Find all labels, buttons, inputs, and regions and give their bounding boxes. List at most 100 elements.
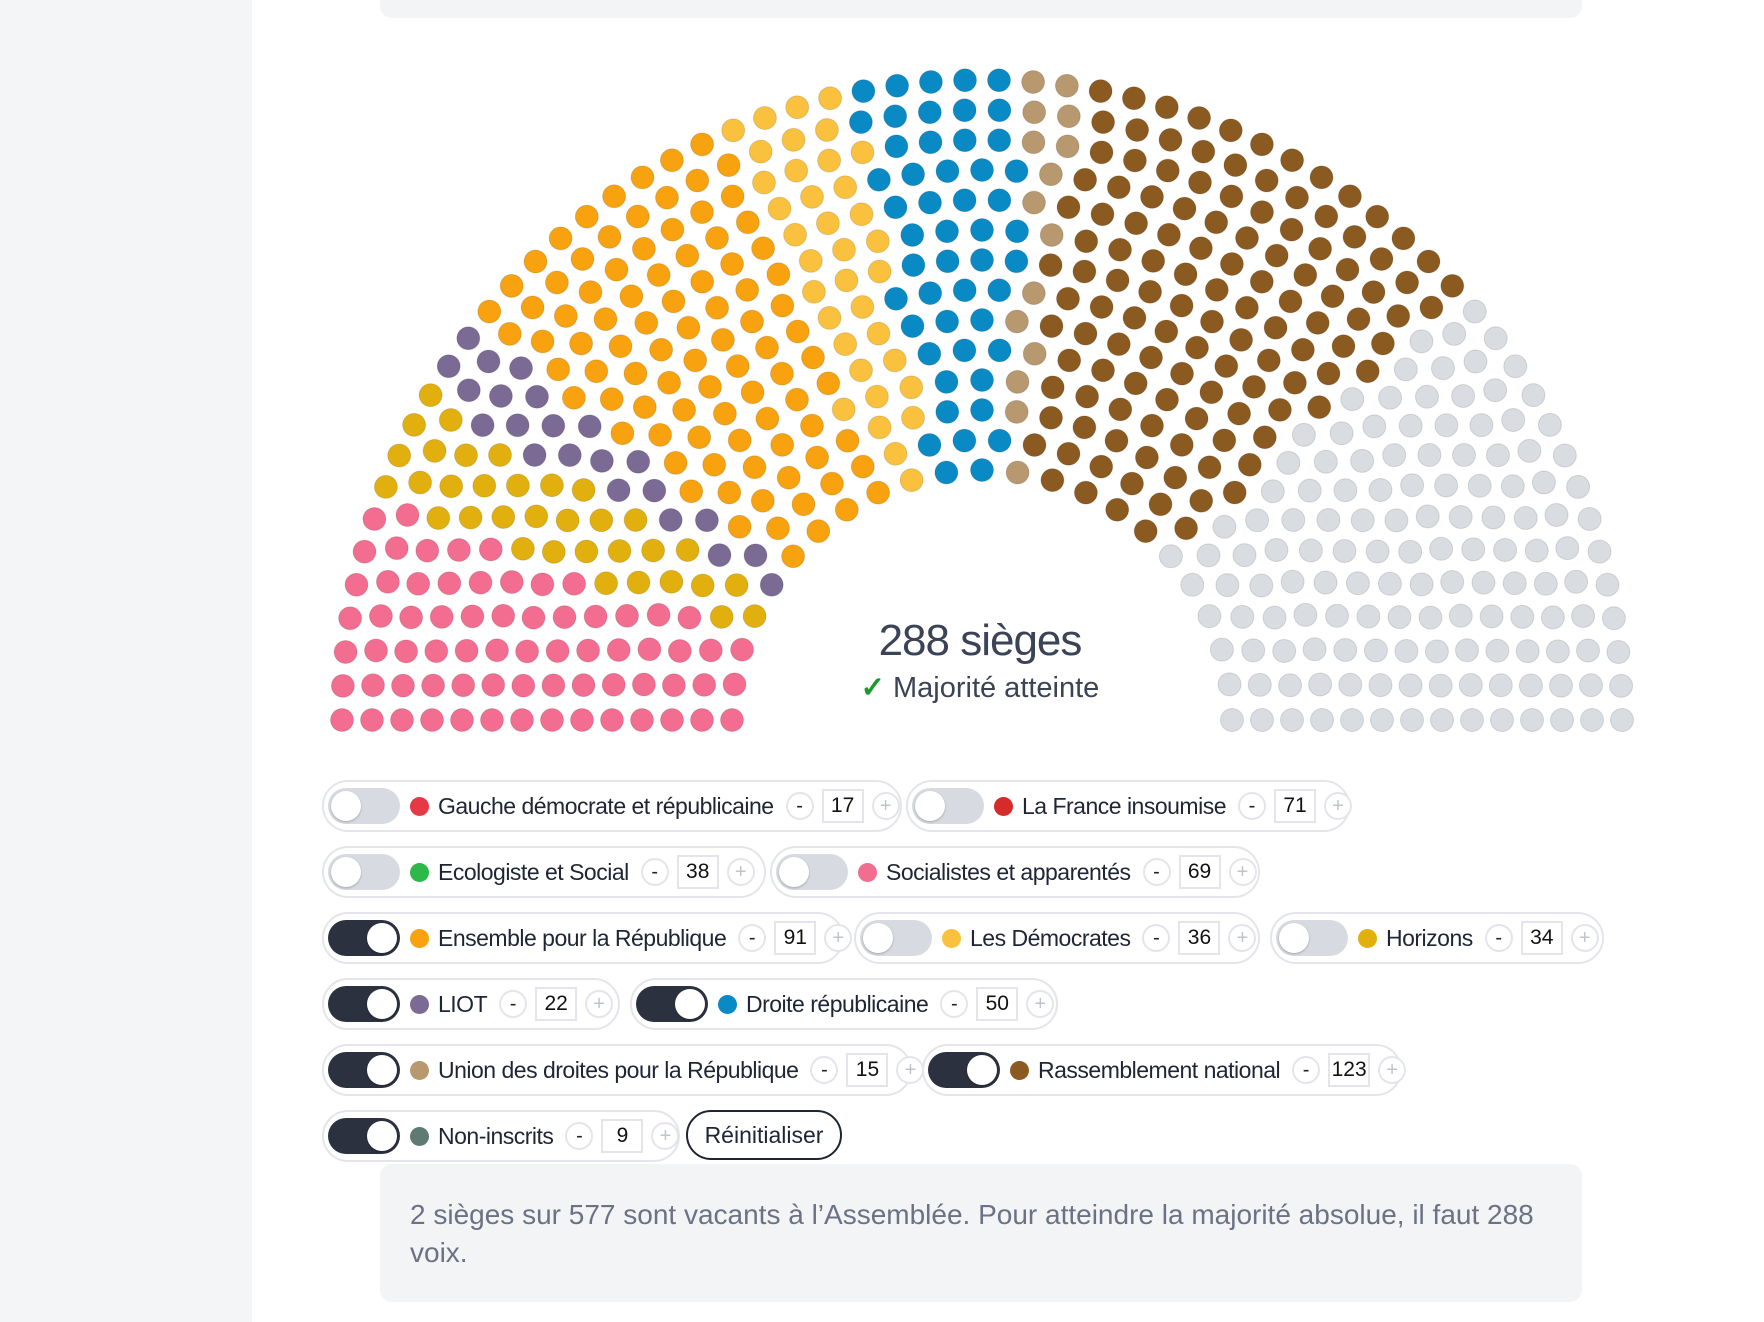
seat-filled xyxy=(583,604,608,629)
color-dot xyxy=(942,928,961,948)
seat-filled xyxy=(1223,153,1248,178)
decrement-button[interactable]: - xyxy=(1142,858,1171,886)
toggle-horizons[interactable] xyxy=(1276,920,1348,956)
seat-value[interactable]: 17 xyxy=(821,789,864,823)
seat-filled xyxy=(1293,263,1318,287)
seat-empty xyxy=(1232,543,1257,568)
seat-filled xyxy=(752,106,777,130)
seat-value[interactable]: 22 xyxy=(535,987,578,1021)
decrement-button[interactable]: - xyxy=(940,990,969,1018)
seat-filled xyxy=(849,202,874,227)
seat-filled xyxy=(882,348,907,373)
seat-empty xyxy=(1368,673,1393,698)
seat-empty xyxy=(1510,604,1535,629)
toggle-liot[interactable] xyxy=(328,986,400,1022)
toggle-ecologiste[interactable] xyxy=(328,854,400,890)
toggle-non-inscrits[interactable] xyxy=(328,1118,400,1154)
decrement-button[interactable]: - xyxy=(1142,924,1171,952)
seat-filled xyxy=(917,100,942,125)
seat-value[interactable]: 15 xyxy=(846,1053,889,1087)
reset-button[interactable]: Réinitialiser xyxy=(686,1110,842,1160)
toggle-ensemble[interactable] xyxy=(328,920,400,956)
seat-empty xyxy=(1545,639,1570,664)
seat-filled xyxy=(918,130,943,155)
seat-filled xyxy=(456,378,481,403)
seat-value[interactable]: 91 xyxy=(774,921,817,955)
increment-button[interactable]: + xyxy=(1324,792,1352,820)
increment-button[interactable]: + xyxy=(1228,924,1257,952)
seat-empty xyxy=(1571,604,1596,628)
seat-value[interactable]: 69 xyxy=(1178,855,1221,889)
toggle-droite-republicaine[interactable] xyxy=(636,986,708,1022)
increment-button[interactable]: + xyxy=(1026,990,1055,1018)
seat-empty xyxy=(1378,385,1403,410)
seat-empty xyxy=(1249,573,1274,598)
seat-value[interactable]: 36 xyxy=(1178,921,1221,955)
seat-filled xyxy=(623,508,648,532)
seat-filled xyxy=(571,478,596,502)
seat-filled xyxy=(883,441,908,466)
group-name: Gauche démocrate et républicaine xyxy=(438,792,774,819)
seat-value[interactable]: 71 xyxy=(1274,789,1316,823)
toggle-socialistes[interactable] xyxy=(776,854,848,890)
toggle-democrates[interactable] xyxy=(860,920,932,956)
seat-empty xyxy=(1595,572,1620,597)
decrement-button[interactable]: - xyxy=(738,924,767,952)
seat-filled xyxy=(1256,348,1281,373)
increment-button[interactable]: + xyxy=(585,990,614,1018)
decrement-button[interactable]: - xyxy=(810,1056,839,1084)
seat-filled xyxy=(515,639,540,664)
seat-filled xyxy=(867,415,892,440)
seat-empty xyxy=(1280,708,1304,732)
increment-button[interactable]: + xyxy=(726,858,755,886)
seat-value[interactable]: 34 xyxy=(1520,921,1563,955)
decrement-button[interactable]: - xyxy=(1484,924,1513,952)
decrement-button[interactable]: - xyxy=(785,792,814,820)
seat-filled xyxy=(1335,257,1360,282)
toggle-rassemblement-national[interactable] xyxy=(928,1052,1000,1088)
seat-filled xyxy=(437,571,462,596)
seat-filled xyxy=(1337,184,1362,209)
seat-empty xyxy=(1515,639,1540,664)
seat-filled xyxy=(1040,375,1065,400)
increment-button[interactable]: + xyxy=(896,1056,925,1084)
seat-value[interactable]: 50 xyxy=(976,987,1019,1021)
seat-filled xyxy=(660,217,685,242)
decrement-button[interactable]: - xyxy=(1238,792,1266,820)
toggle-lfi[interactable] xyxy=(912,788,984,824)
seat-empty xyxy=(1217,672,1242,697)
increment-button[interactable]: + xyxy=(1378,1056,1407,1084)
increment-button[interactable]: + xyxy=(1228,858,1257,886)
seat-empty xyxy=(1448,603,1473,628)
seat-empty xyxy=(1606,640,1631,664)
increment-button[interactable]: + xyxy=(1570,924,1599,952)
seat-filled xyxy=(987,128,1012,153)
seat-filled xyxy=(1242,374,1266,399)
seat-filled xyxy=(727,428,752,453)
decrement-button[interactable]: - xyxy=(640,858,669,886)
decrement-button[interactable]: - xyxy=(565,1122,594,1150)
seat-filled xyxy=(1022,341,1047,366)
increment-button[interactable]: + xyxy=(824,924,853,952)
seat-filled xyxy=(934,460,959,485)
increment-button[interactable]: + xyxy=(651,1122,680,1150)
seat-value[interactable]: 123 xyxy=(1328,1053,1371,1087)
seat-filled xyxy=(1370,331,1395,356)
decrement-button[interactable]: - xyxy=(1292,1056,1321,1084)
increment-button[interactable]: + xyxy=(871,792,900,820)
seat-filled xyxy=(1105,497,1130,522)
seat-value[interactable]: 38 xyxy=(676,855,719,889)
seat-filled xyxy=(630,708,654,732)
seat-filled xyxy=(1021,130,1046,155)
seat-filled xyxy=(408,470,433,495)
toggle-gdr[interactable] xyxy=(328,788,400,824)
seat-filled xyxy=(488,384,513,408)
seat-filled xyxy=(935,309,960,334)
toggle-knob xyxy=(779,857,809,887)
decrement-button[interactable]: - xyxy=(499,990,528,1018)
seat-value[interactable]: 9 xyxy=(601,1119,644,1153)
seat-filled xyxy=(406,571,431,596)
toggle-udr[interactable] xyxy=(328,1052,400,1088)
seat-filled xyxy=(935,219,959,244)
seat-filled xyxy=(1169,432,1194,457)
